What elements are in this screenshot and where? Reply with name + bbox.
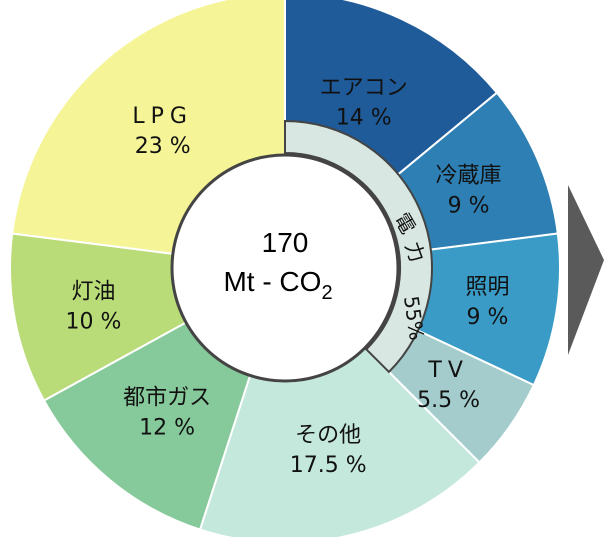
slice-name-8: LPG <box>132 104 193 129</box>
slice-name-7: 灯油 <box>71 280 115 305</box>
slice-percent-8: 23 % <box>135 134 191 159</box>
center-total: 170 <box>262 227 309 258</box>
slice-name-3: 照明 <box>465 275 509 300</box>
slice-name-5: その他 <box>295 423 361 448</box>
slice-name-6: 都市ガス <box>123 386 211 411</box>
slice-percent-3: 9 % <box>467 305 509 330</box>
electricity-ring <box>284 119 433 374</box>
pie-slice-labels: エアコン 14 % 冷蔵庫 9 % 照明 9 % TV 5.5 % その他 17.5 % 都市ガス 1… <box>66 76 510 478</box>
slice-name-2: 冷蔵庫 <box>436 164 502 189</box>
center-circle <box>170 153 400 383</box>
slice-percent-1: 14 % <box>336 106 392 131</box>
slice-name-1: エアコン <box>320 76 408 101</box>
slice-percent-5: 17.5 % <box>290 453 367 478</box>
slice-percent-7: 10 % <box>66 310 122 335</box>
center-unit-subscript: 2 <box>321 282 332 304</box>
slice-percent-2: 9 % <box>448 194 490 219</box>
slice-name-4: TV <box>427 358 469 383</box>
center-unit: Mt - CO2 <box>223 266 332 304</box>
slice-percent-6: 12 % <box>139 416 195 441</box>
right-arrow-icon <box>568 185 604 355</box>
center-unit-main: Mt - CO <box>223 266 321 297</box>
slice-percent-4: 5.5 % <box>417 388 480 413</box>
